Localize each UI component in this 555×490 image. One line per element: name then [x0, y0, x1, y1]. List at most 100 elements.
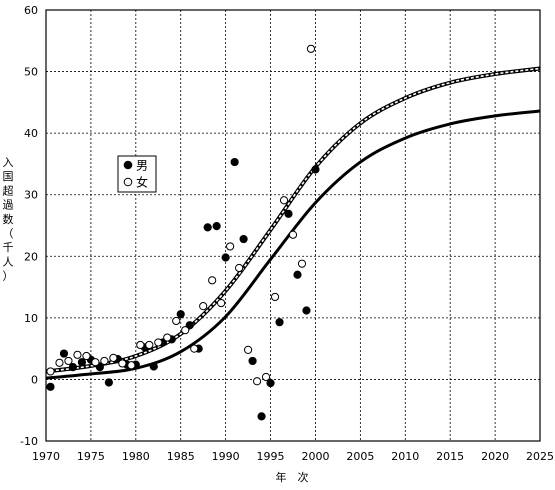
male-data-point	[239, 234, 248, 244]
y-axis-label-char: 国	[3, 170, 14, 183]
x-axis-label: 年 次	[276, 470, 309, 484]
male-data-point	[59, 349, 69, 358]
female-data-point	[288, 230, 298, 239]
female-data-point	[109, 353, 118, 362]
female-data-point	[306, 44, 316, 53]
male-data-point	[149, 362, 158, 371]
fitted-curve-male	[45, 109, 541, 380]
y-tick-label: 20	[24, 250, 38, 263]
x-tick-label: 2015	[436, 450, 464, 463]
male-data-point	[284, 209, 293, 218]
y-tick-label: 60	[24, 4, 38, 17]
female-data-point	[91, 358, 100, 367]
female-data-point	[252, 377, 262, 386]
male-data-point	[221, 253, 230, 262]
male-data-point	[230, 157, 239, 167]
female-data-point	[64, 356, 73, 366]
x-axis-label: 年 次	[276, 470, 309, 484]
male-data-point	[266, 379, 275, 388]
female-data-point	[145, 340, 154, 350]
legend-box	[117, 155, 157, 193]
x-tick-label: 2005	[346, 450, 374, 463]
x-tick-label: 1980	[122, 450, 150, 463]
male-data-point	[95, 363, 104, 372]
y-axis-label-char: （	[3, 227, 14, 240]
fitted-curve-female-inner	[45, 67, 541, 373]
female-data-point	[154, 338, 163, 347]
male-data-point	[104, 378, 113, 387]
x-tick-label: 1990	[212, 450, 240, 463]
male-data-point	[293, 270, 302, 279]
male-data-point	[311, 165, 320, 174]
female-data-point	[172, 316, 181, 326]
data-points-layer	[46, 44, 320, 421]
x-tick-label: 1970	[32, 450, 60, 463]
male-data-point	[257, 412, 266, 421]
male-data-point	[203, 223, 212, 232]
female-data-point	[73, 350, 82, 359]
female-data-point	[190, 344, 199, 353]
fitted-curves-layer	[45, 66, 541, 380]
y-axis-label-char: ）	[3, 270, 14, 283]
grid-layer	[46, 10, 540, 441]
female-data-point	[226, 242, 235, 251]
y-tick-label: 30	[24, 189, 38, 202]
male-data-point	[248, 356, 257, 366]
y-axis-label-char: 過	[3, 199, 14, 212]
male-data-point	[275, 318, 284, 327]
male-data-point	[185, 321, 194, 330]
female-data-point	[217, 298, 226, 308]
y-tick-label: 10	[24, 312, 38, 325]
male-data-point	[77, 358, 87, 367]
female-data-point	[55, 358, 64, 367]
x-tick-label: 1995	[257, 450, 285, 463]
female-data-point	[208, 276, 217, 285]
x-tick-label: 2020	[481, 450, 509, 463]
female-data-point	[279, 196, 289, 205]
female-data-point	[297, 259, 307, 268]
female-data-point	[118, 359, 127, 368]
female-data-point	[181, 326, 190, 335]
female-data-point	[243, 345, 253, 354]
female-data-point	[46, 367, 55, 376]
legend-marker-male	[123, 160, 133, 170]
y-axis-label-char: 千	[3, 241, 14, 254]
female-data-point	[270, 292, 280, 302]
legend-marker-female	[123, 177, 133, 187]
y-tick-label: 0	[31, 373, 38, 386]
female-data-point	[235, 263, 244, 273]
female-data-point	[82, 351, 91, 361]
female-data-point	[163, 333, 172, 342]
legend: 男女	[117, 155, 157, 193]
y-tick-label: 50	[24, 66, 38, 79]
male-data-point	[46, 382, 55, 391]
y-axis-label-char: 入	[3, 156, 14, 169]
male-data-point	[212, 222, 221, 231]
y-tick-label: 40	[24, 127, 38, 140]
plot-frame	[45, 9, 541, 442]
axes-layer: 1970 1975 1980 1985 1990 1995 2000 2005 2010 2015…	[20, 4, 554, 463]
legend-label: 女	[136, 175, 148, 190]
y-axis-label-char: 数	[3, 213, 14, 226]
female-data-point	[136, 340, 145, 350]
x-tick-label: 1985	[167, 450, 195, 463]
female-data-point	[261, 372, 271, 382]
x-tick-label: 2000	[301, 450, 329, 463]
x-tick-label: 2010	[391, 450, 419, 463]
y-axis-label-char: 人	[3, 255, 14, 268]
female-data-point	[100, 356, 109, 366]
legend-label: 男	[136, 159, 148, 173]
female-data-point	[199, 302, 208, 311]
y-tick-label: -10	[20, 435, 38, 448]
y-axis-label-char: 超	[3, 183, 14, 197]
male-data-point	[302, 306, 311, 315]
male-data-point	[68, 363, 78, 372]
x-tick-label: 2025	[526, 450, 554, 463]
x-tick-label: 1975	[77, 450, 105, 463]
male-data-point	[176, 310, 185, 319]
fitted-curve-female-outline	[45, 66, 541, 374]
female-data-point	[127, 361, 136, 370]
